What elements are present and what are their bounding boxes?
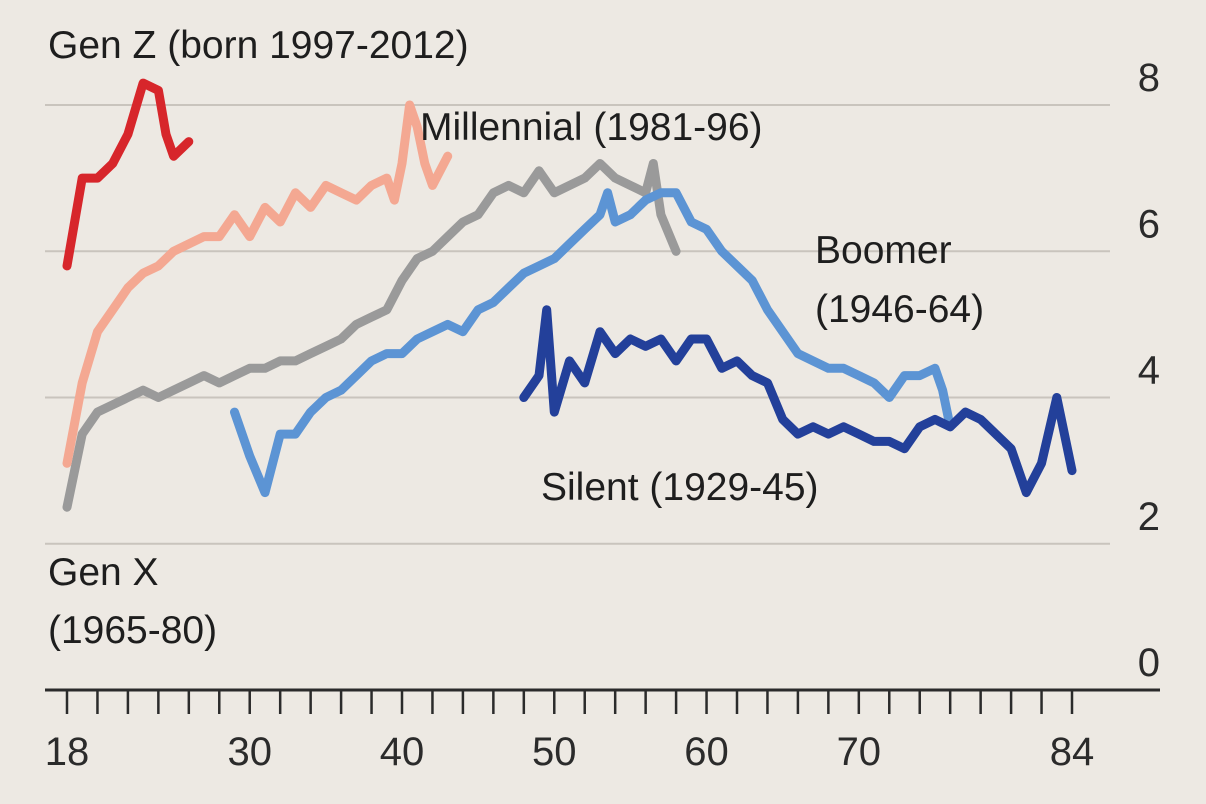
genz-label: Gen Z (born 1997-2012) [48, 24, 469, 67]
genx-label-line2: (1965-80) [48, 609, 217, 652]
y-tick-label: 0 [1138, 641, 1160, 685]
series-line-millennial [62, 100, 453, 468]
x-tick-label: 50 [532, 730, 577, 774]
millennial-label: Millennial (1981-96) [420, 106, 763, 149]
boomer-label-line2: (1946-64) [815, 288, 984, 331]
series-line-gen-z [62, 78, 194, 271]
gridlines [45, 104, 1110, 545]
y-tick-label: 4 [1138, 349, 1160, 393]
series-labels: Gen Z (born 1997-2012) Millennial (1981-… [48, 24, 984, 652]
x-axis-ticks: 18 30 40 50 60 70 84 [45, 690, 1095, 774]
x-tick-label: 60 [684, 730, 729, 774]
x-tick-label: 40 [380, 730, 425, 774]
x-tick-label: 18 [45, 730, 90, 774]
series-lines [62, 78, 1077, 512]
y-tick-label: 8 [1138, 56, 1160, 100]
y-axis-labels: 0 2 4 6 8 [1138, 56, 1160, 685]
silent-label: Silent (1929-45) [541, 466, 819, 509]
genx-label-line1: Gen X [48, 551, 159, 594]
boomer-label-line1: Boomer [815, 229, 952, 272]
x-tick-label: 30 [227, 730, 272, 774]
x-tick-label: 84 [1050, 730, 1095, 774]
series-line-gen-x [62, 159, 681, 512]
y-tick-label: 6 [1138, 202, 1160, 246]
series-line-boomer [230, 188, 955, 498]
series-line-silent [519, 305, 1077, 498]
x-tick-label: 70 [837, 730, 882, 774]
y-tick-label: 2 [1138, 495, 1160, 539]
